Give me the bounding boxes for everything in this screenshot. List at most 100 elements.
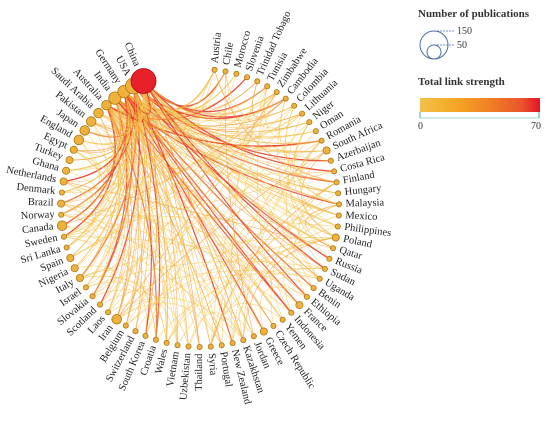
- node-lithuania[interactable]: [299, 110, 306, 117]
- link-ghana-zimbabwe: [66, 91, 277, 172]
- node-netherlands[interactable]: [59, 177, 68, 186]
- node-south-korea[interactable]: [142, 332, 149, 339]
- link-italy-usa: [79, 85, 137, 279]
- node-italy[interactable]: [75, 273, 84, 282]
- strength-legend-min: 0: [418, 121, 423, 132]
- node-mexico[interactable]: [335, 212, 342, 219]
- node-indonesia[interactable]: [288, 309, 295, 316]
- node-canada[interactable]: [56, 220, 68, 231]
- node-zimbabwe[interactable]: [273, 89, 280, 96]
- node-yemen[interactable]: [279, 316, 286, 323]
- node-norway[interactable]: [58, 211, 65, 218]
- node-england[interactable]: [73, 134, 85, 146]
- node-label-denmark: Denmark: [16, 182, 57, 197]
- link-croatia-iran: [116, 301, 158, 340]
- node-uganda[interactable]: [316, 275, 323, 282]
- node-laos[interactable]: [105, 309, 112, 316]
- node-slovenia[interactable]: [243, 74, 250, 81]
- link-pakistan-uganda: [90, 121, 320, 279]
- node-egypt[interactable]: [69, 145, 78, 154]
- link-australia-india: [106, 97, 132, 126]
- node-greece[interactable]: [259, 327, 268, 336]
- node-australia[interactable]: [101, 99, 112, 111]
- link-norway-china: [61, 80, 144, 216]
- link-lithuania-china: [143, 80, 303, 126]
- node-croatia[interactable]: [152, 336, 159, 343]
- node-switzerland[interactable]: [132, 328, 139, 335]
- node-japan[interactable]: [79, 125, 90, 136]
- node-oman[interactable]: [312, 128, 319, 135]
- node-benin[interactable]: [310, 285, 317, 292]
- node-qatar[interactable]: [329, 245, 336, 252]
- node-sri-lanka[interactable]: [63, 244, 70, 251]
- node-belgium[interactable]: [122, 322, 129, 329]
- node-new-zealand[interactable]: [229, 340, 236, 347]
- node-ghana[interactable]: [62, 166, 71, 175]
- node-portugal[interactable]: [218, 342, 225, 349]
- link-sweden-chile: [63, 71, 226, 238]
- node-china[interactable]: [130, 68, 157, 94]
- node-philippines[interactable]: [334, 223, 341, 230]
- node-israel[interactable]: [82, 284, 89, 291]
- node-india[interactable]: [108, 91, 122, 105]
- node-niger[interactable]: [306, 119, 313, 126]
- node-wales[interactable]: [163, 339, 170, 346]
- node-malaysia[interactable]: [335, 201, 342, 208]
- node-jordan[interactable]: [250, 333, 257, 340]
- link-poland-italy: [79, 237, 336, 279]
- node-poland[interactable]: [331, 233, 340, 242]
- node-finland[interactable]: [333, 179, 340, 186]
- node-uzbekistan[interactable]: [185, 343, 192, 350]
- node-brazil[interactable]: [57, 199, 66, 208]
- node-austria[interactable]: [211, 66, 218, 73]
- link-uzbekistan-malaysia: [188, 204, 340, 347]
- node-tunisia[interactable]: [264, 83, 271, 90]
- node-romania[interactable]: [318, 137, 325, 144]
- node-russia[interactable]: [326, 255, 333, 262]
- node-hungary[interactable]: [335, 190, 342, 197]
- node-south-africa[interactable]: [322, 146, 331, 155]
- node-kazakhstan[interactable]: [240, 337, 247, 344]
- link-costa-rica-china: [143, 80, 335, 172]
- link-australia-germany: [106, 91, 136, 124]
- node-syria[interactable]: [207, 343, 214, 350]
- node-vietnam[interactable]: [174, 342, 181, 349]
- node-pakistan[interactable]: [85, 116, 97, 127]
- link-romania-slovakia: [92, 140, 322, 297]
- node-cambodia[interactable]: [282, 95, 289, 102]
- strength-legend-max: 70: [531, 121, 541, 132]
- link-australia-morocco: [106, 73, 237, 119]
- link-indonesia-netherlands: [63, 181, 292, 314]
- node-iran[interactable]: [111, 314, 122, 325]
- node-denmark[interactable]: [58, 189, 65, 196]
- link-germany-usa: [123, 85, 146, 116]
- node-colombia[interactable]: [291, 102, 298, 109]
- legend: Number of publications 150 50 Total link…: [418, 8, 546, 148]
- node-sudan[interactable]: [321, 265, 328, 272]
- link-sudan-syria: [210, 268, 325, 347]
- node-turkey[interactable]: [65, 156, 74, 165]
- node-morocco[interactable]: [233, 70, 240, 77]
- node-scotland[interactable]: [97, 301, 104, 308]
- link-usa-pakistan: [91, 85, 138, 131]
- node-costa-rica[interactable]: [331, 168, 338, 175]
- link-pakistan-tunisia: [91, 86, 268, 131]
- node-trinidad-tobago[interactable]: [254, 78, 261, 85]
- node-thailand[interactable]: [196, 343, 203, 350]
- node-azerbaijan[interactable]: [327, 157, 334, 164]
- node-czech-republic[interactable]: [270, 322, 277, 329]
- link-england-brazil: [61, 139, 101, 204]
- link-israel-lithuania: [85, 113, 303, 288]
- node-nigeria[interactable]: [70, 264, 79, 273]
- node-france[interactable]: [295, 301, 304, 310]
- node-saudi-arabia[interactable]: [93, 107, 104, 119]
- size-legend-value-small: 50: [457, 40, 467, 51]
- node-ethiopia[interactable]: [303, 293, 310, 300]
- link-niger-malaysia: [294, 121, 340, 205]
- node-label-austria: Austria: [210, 32, 224, 64]
- node-sweden[interactable]: [61, 233, 68, 240]
- node-slovakia[interactable]: [89, 293, 96, 300]
- node-chile[interactable]: [222, 68, 229, 75]
- node-spain[interactable]: [66, 253, 75, 262]
